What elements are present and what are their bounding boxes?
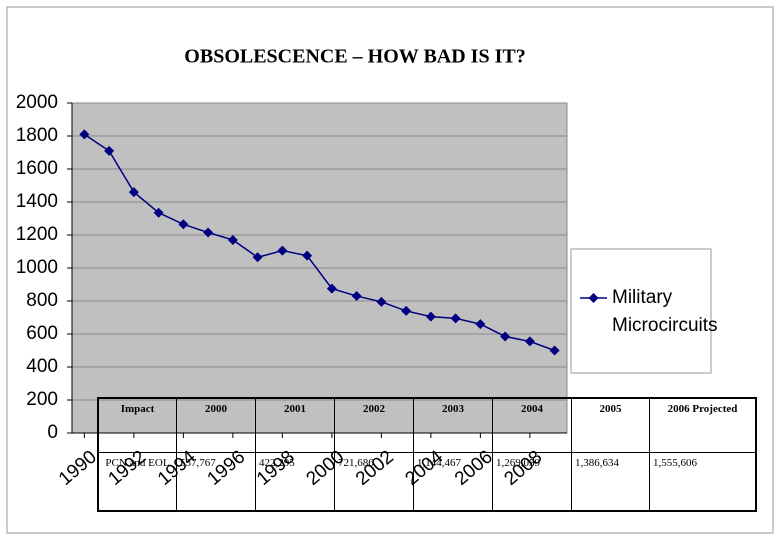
table-cell: 1,386,634 (571, 452, 650, 512)
legend-label: Military Microcircuits (612, 287, 718, 336)
point (524, 336, 535, 347)
point (227, 234, 238, 245)
table-cell: 1,144,467 (413, 452, 493, 512)
point (500, 331, 511, 342)
point (302, 250, 313, 261)
table-header: 2006 Projected (649, 397, 757, 453)
y-tick-label: 0 (47, 422, 58, 443)
point (79, 129, 90, 140)
table-cell: 721,686 (334, 452, 414, 512)
y-tick-label: 1200 (16, 224, 58, 245)
point (178, 219, 189, 230)
y-tick-label: 1600 (16, 158, 58, 179)
series-line (83, 133, 555, 352)
y-tick-label: 1400 (16, 191, 58, 212)
point (425, 311, 436, 322)
y-tick-label: 200 (26, 389, 58, 410)
table-cell: 537,767 (176, 452, 256, 512)
point (326, 283, 337, 294)
y-tick-label: 400 (26, 356, 58, 377)
y-tick-label: 1800 (16, 125, 58, 146)
point (153, 207, 164, 218)
point (252, 252, 263, 263)
point (128, 187, 139, 198)
point (376, 296, 387, 307)
table-cell: 422,295 (255, 452, 335, 512)
y-tick-label: 2000 (16, 92, 58, 113)
point (549, 345, 560, 356)
y-tick-label: 600 (26, 323, 58, 344)
table-header: Impact (97, 397, 177, 453)
table-header: 2001 (255, 397, 335, 453)
table-header: 2005 (571, 397, 650, 453)
table-cell: PCN and EOL (97, 452, 177, 512)
table-cell: 1,269,059 (492, 452, 572, 512)
table-header: 2003 (413, 397, 493, 453)
table-header: 2000 (176, 397, 256, 453)
y-tick-label: 1000 (16, 257, 58, 278)
y-tick-label: 800 (26, 290, 58, 311)
table-header: 2002 (334, 397, 414, 453)
point (475, 319, 486, 330)
chart-title: OBSOLESCENCE – HOW BAD IS IT? (184, 46, 525, 68)
impact-table: Impact 2000 2001 2002 2003 2004 2005 2006 Proje… (97, 397, 757, 512)
point (351, 291, 362, 302)
point (450, 313, 461, 324)
legend-marker (588, 293, 599, 303)
point (104, 145, 115, 156)
legend-box (570, 248, 712, 374)
point (401, 305, 412, 316)
table-cell: 1,555,606 (649, 452, 757, 512)
point (277, 245, 288, 256)
point (203, 227, 214, 238)
table-header: 2004 (492, 397, 572, 453)
